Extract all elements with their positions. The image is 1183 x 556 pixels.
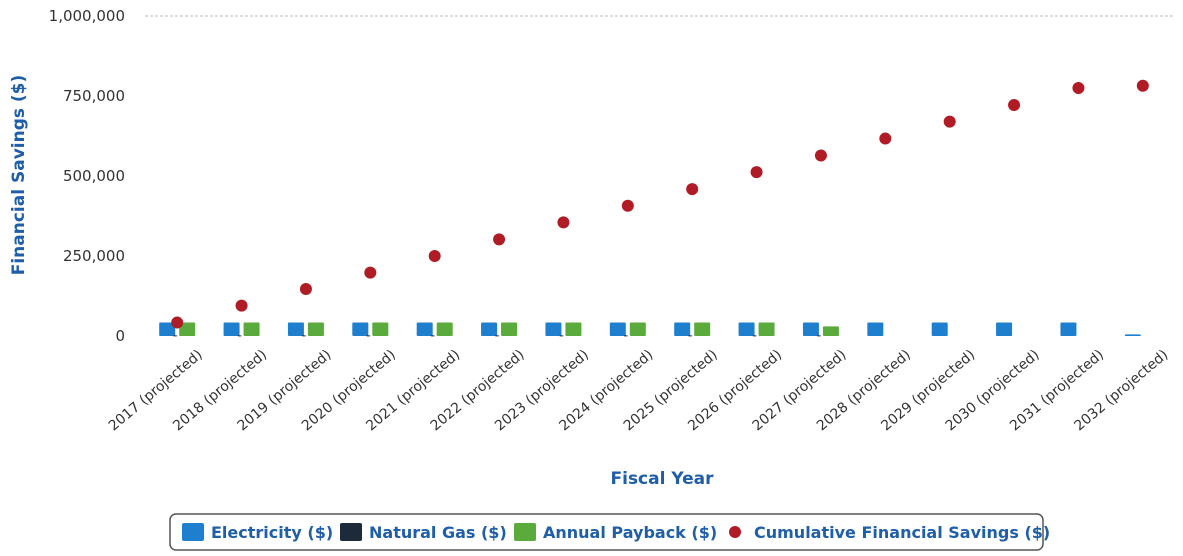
legend-swatch-annual-payback (514, 523, 536, 541)
bar-annual-payback[interactable] (307, 322, 324, 336)
point-cumulative-financial-savings[interactable] (299, 282, 312, 295)
bar-electricity[interactable] (931, 322, 948, 336)
bar-electricity[interactable] (996, 322, 1013, 336)
bar-natural-gas[interactable] (623, 335, 628, 337)
point-cumulative-financial-savings[interactable] (557, 216, 570, 229)
bar-electricity[interactable] (867, 322, 884, 336)
legend-marker-cumulative-financial-savings (729, 526, 741, 538)
bar-annual-payback[interactable] (629, 322, 646, 336)
bar-electricity[interactable] (674, 322, 691, 336)
bar-annual-payback[interactable] (501, 322, 518, 336)
bar-electricity[interactable] (802, 322, 819, 336)
legend-border (169, 513, 1044, 551)
point-cumulative-financial-savings[interactable] (750, 166, 763, 179)
bar-annual-payback[interactable] (243, 322, 260, 336)
bar-natural-gas[interactable] (173, 335, 178, 337)
y-tick-label: 0 (115, 327, 125, 345)
point-cumulative-financial-savings[interactable] (621, 199, 634, 212)
bar-electricity[interactable] (738, 322, 755, 336)
bar-electricity[interactable] (545, 322, 562, 336)
y-axis-title: Financial Savings ($) (9, 75, 29, 276)
bar-annual-payback[interactable] (565, 322, 582, 336)
bar-natural-gas[interactable] (366, 335, 371, 337)
y-tick-label: 1,000,000 (49, 7, 125, 25)
point-cumulative-financial-savings[interactable] (814, 149, 827, 162)
point-cumulative-financial-savings[interactable] (943, 115, 956, 128)
point-cumulative-financial-savings[interactable] (428, 250, 441, 262)
bar-electricity[interactable] (481, 322, 498, 336)
bar-natural-gas[interactable] (752, 335, 757, 337)
legend-label-electricity: Electricity ($) (211, 523, 333, 542)
point-cumulative-financial-savings[interactable] (879, 132, 892, 145)
bar-annual-payback[interactable] (436, 322, 453, 336)
bar-annual-payback[interactable] (758, 322, 775, 336)
bar-electricity[interactable] (1060, 322, 1077, 336)
bar-annual-payback[interactable] (822, 326, 839, 336)
point-cumulative-financial-savings[interactable] (1072, 82, 1085, 94)
bar-electricity[interactable] (352, 322, 369, 336)
point-cumulative-financial-savings[interactable] (1136, 79, 1149, 92)
legend-swatch-natural-gas (340, 523, 362, 541)
plot-area (145, 15, 1175, 337)
bar-natural-gas[interactable] (301, 335, 306, 337)
bar-natural-gas[interactable] (688, 335, 693, 337)
legend-label-natural-gas: Natural Gas ($) (369, 523, 507, 542)
bar-annual-payback[interactable] (372, 322, 389, 336)
bar-electricity[interactable] (159, 322, 176, 336)
bar-natural-gas[interactable] (495, 335, 500, 337)
bar-electricity[interactable] (287, 322, 304, 336)
bar-natural-gas[interactable] (816, 335, 821, 337)
legend-item-annual-payback[interactable]: Annual Payback ($) (514, 523, 717, 542)
legend-item-electricity[interactable]: Electricity ($) (182, 523, 333, 542)
bar-electricity[interactable] (416, 322, 433, 336)
point-cumulative-financial-savings[interactable] (1008, 98, 1021, 111)
legend-label-cumulative-financial-savings: Cumulative Financial Savings ($) (754, 523, 1050, 542)
point-cumulative-financial-savings[interactable] (364, 266, 377, 279)
point-cumulative-financial-savings[interactable] (686, 183, 699, 196)
bar-natural-gas[interactable] (559, 335, 564, 337)
y-tick-label: 750,000 (63, 87, 125, 105)
legend-label-annual-payback: Annual Payback ($) (543, 523, 717, 542)
x-axis-title: Fiscal Year (611, 469, 715, 489)
bar-annual-payback[interactable] (694, 322, 711, 336)
bar-electricity[interactable] (609, 322, 626, 336)
bar-annual-payback[interactable] (179, 322, 196, 336)
bar-electricity[interactable] (1124, 334, 1141, 336)
legend-swatch-electricity (182, 523, 204, 541)
legend-item-natural-gas[interactable]: Natural Gas ($) (340, 523, 507, 542)
point-cumulative-financial-savings[interactable] (235, 299, 248, 312)
point-cumulative-financial-savings[interactable] (171, 316, 184, 329)
legend-item-cumulative-financial-savings[interactable]: Cumulative Financial Savings ($) (729, 523, 1050, 542)
point-cumulative-financial-savings[interactable] (493, 233, 506, 246)
bar-natural-gas[interactable] (237, 335, 242, 337)
bar-natural-gas[interactable] (430, 335, 435, 337)
bar-electricity[interactable] (223, 322, 240, 336)
y-tick-label: 500,000 (63, 167, 125, 185)
legend: Electricity ($) Natural Gas ($) Annual P… (169, 513, 1050, 551)
y-tick-label: 250,000 (63, 247, 125, 265)
